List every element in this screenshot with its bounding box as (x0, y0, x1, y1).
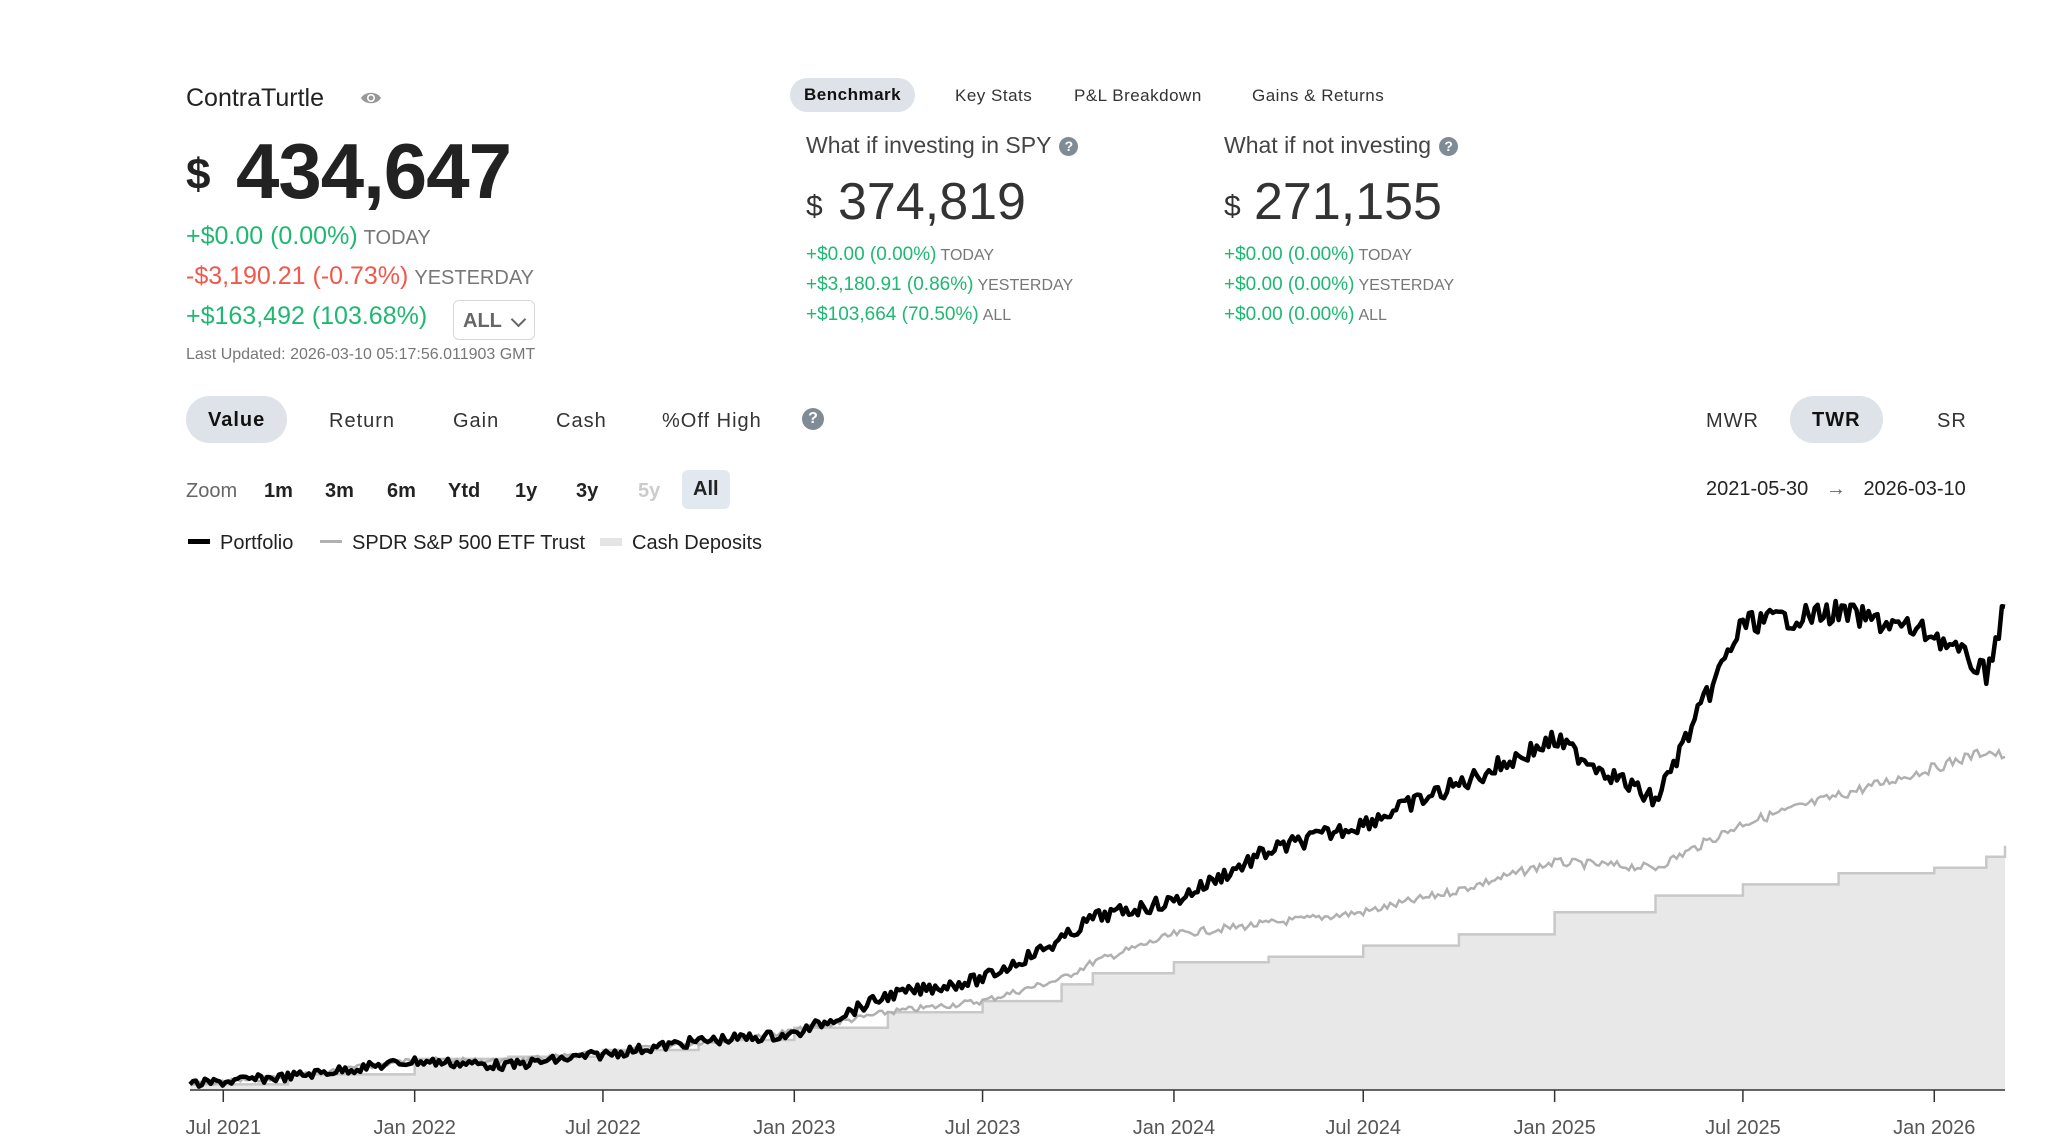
return-tab-sr[interactable]: SR (1937, 410, 1967, 432)
legend-portfolio-swatch (188, 539, 210, 545)
return-tab-mwr[interactable]: MWR (1706, 410, 1759, 432)
spy-card-yesterday: +$3,180.91 (0.86%) YESTERDAY (806, 274, 1073, 296)
not-investing-card-all: +$0.00 (0.00%) ALL (1224, 304, 1387, 326)
spy-card-title-text: What if investing in SPY (806, 132, 1052, 158)
not-investing-card-title-text: What if not investing (1224, 132, 1432, 158)
tab-pl-breakdown[interactable]: P&L Breakdown (1074, 86, 1202, 105)
change-today-period: TODAY (363, 227, 431, 249)
not-investing-card-amount: 271,155 (1254, 173, 1442, 231)
x-tick-label: Jan 2023 (753, 1117, 835, 1139)
arrow-right-icon: → (1825, 478, 1846, 500)
zoom-1y[interactable]: 1y (515, 480, 538, 502)
spy-line (189, 747, 2006, 1087)
not-investing-all-value: +$0.00 (0.00%) (1224, 304, 1355, 325)
change-all-value: +$163,492 (103.68%) (186, 302, 428, 330)
spy-card-title: What if investing in SPY? (806, 132, 1079, 159)
date-range[interactable]: 2021-05-30 → 2026-03-10 (1706, 478, 1966, 501)
legend-spy[interactable]: SPDR S&P 500 ETF Trust (320, 532, 585, 555)
x-tick-label: Jul 2024 (1325, 1117, 1401, 1139)
currency-symbol: $ (186, 150, 211, 199)
legend-spy-swatch (320, 540, 342, 544)
portfolio-total-value: 434,647 (236, 127, 512, 215)
metric-tab-gain[interactable]: Gain (453, 410, 500, 432)
not-investing-all-period: ALL (1358, 307, 1387, 324)
zoom-label: Zoom (186, 480, 238, 502)
legend-cash[interactable]: Cash Deposits (600, 532, 762, 555)
metric-tab-value[interactable]: Value (186, 396, 288, 443)
return-tab-twr[interactable]: TWR (1790, 396, 1883, 443)
spy-card-currency: $ (806, 190, 823, 223)
help-icon[interactable]: ? (802, 408, 824, 430)
cash-deposits-area (190, 845, 2005, 1090)
help-icon[interactable]: ? (1439, 137, 1459, 157)
x-tick-label: Jul 2021 (185, 1117, 261, 1139)
date-range-from[interactable]: 2021-05-30 (1706, 478, 1809, 500)
spy-card-all: +$103,664 (70.50%) ALL (806, 304, 1011, 326)
metric-tab-return[interactable]: Return (329, 410, 396, 432)
portfolio-line (188, 598, 2006, 1089)
eye-icon[interactable] (360, 90, 382, 106)
spy-card-today-period: TODAY (940, 247, 995, 264)
zoom-6m[interactable]: 6m (387, 480, 416, 502)
zoom-3m[interactable]: 3m (325, 480, 354, 502)
legend-cash-swatch (600, 537, 622, 546)
spy-card-yesterday-value: +$3,180.91 (0.86%) (806, 274, 974, 295)
zoom-3y[interactable]: 3y (576, 480, 599, 502)
spy-card-all-value: +$103,664 (70.50%) (806, 304, 979, 325)
x-tick-label: Jan 2026 (1893, 1117, 1975, 1139)
change-today: +$0.00 (0.00%) TODAY (186, 222, 431, 251)
help-icon[interactable]: ? (1059, 137, 1079, 157)
portfolio-name: ContraTurtle (186, 84, 325, 112)
tab-key-stats[interactable]: Key Stats (955, 86, 1033, 105)
metric-tab-off-high[interactable]: %Off High (662, 410, 762, 432)
last-updated: Last Updated: 2026-03-10 05:17:56.011903… (186, 346, 536, 363)
change-yesterday: -$3,190.21 (-0.73%) YESTERDAY (186, 262, 534, 291)
x-tick-label: Jan 2024 (1133, 1117, 1215, 1139)
zoom-all[interactable]: All (682, 470, 730, 509)
x-tick-label: Jan 2025 (1513, 1117, 1595, 1139)
legend-cash-label: Cash Deposits (632, 532, 763, 554)
spy-card-amount: 374,819 (838, 173, 1026, 231)
not-investing-card-currency: $ (1224, 190, 1241, 223)
range-select[interactable]: ALL (453, 300, 535, 340)
not-investing-card-today: +$0.00 (0.00%) TODAY (1224, 244, 1412, 266)
zoom-ytd[interactable]: Ytd (448, 480, 481, 502)
change-all: +$163,492 (103.68%) (186, 302, 427, 331)
range-select-value: ALL (463, 310, 502, 332)
spy-card-today: +$0.00 (0.00%) TODAY (806, 244, 994, 266)
legend-portfolio[interactable]: Portfolio (188, 532, 293, 555)
zoom-1m[interactable]: 1m (264, 480, 293, 502)
not-investing-today-period: TODAY (1358, 247, 1413, 264)
metric-tab-cash[interactable]: Cash (556, 410, 607, 432)
spy-card-all-period: ALL (982, 307, 1012, 324)
zoom-5y: 5y (638, 480, 661, 502)
tab-gains-returns[interactable]: Gains & Returns (1252, 86, 1385, 105)
not-investing-yesterday-period: YESTERDAY (1358, 277, 1455, 294)
legend-portfolio-label: Portfolio (220, 532, 294, 554)
not-investing-yesterday-value: +$0.00 (0.00%) (1224, 274, 1355, 295)
change-yesterday-period: YESTERDAY (414, 267, 535, 289)
change-today-value: +$0.00 (0.00%) (186, 222, 358, 250)
not-investing-card-title: What if not investing? (1224, 132, 1459, 159)
legend-spy-label: SPDR S&P 500 ETF Trust (352, 532, 586, 554)
spy-card-yesterday-period: YESTERDAY (977, 277, 1074, 294)
date-range-to[interactable]: 2026-03-10 (1863, 478, 1966, 500)
x-tick-label: Jul 2022 (565, 1117, 641, 1139)
not-investing-today-value: +$0.00 (0.00%) (1224, 244, 1355, 265)
change-yesterday-value: -$3,190.21 (-0.73%) (186, 262, 409, 290)
x-tick-label: Jul 2025 (1705, 1117, 1781, 1139)
not-investing-card-yesterday: +$0.00 (0.00%) YESTERDAY (1224, 274, 1454, 296)
tab-benchmark[interactable]: Benchmark (790, 78, 916, 112)
x-tick-label: Jan 2022 (374, 1117, 456, 1139)
x-tick-label: Jul 2023 (945, 1117, 1021, 1139)
spy-card-today-value: +$0.00 (0.00%) (806, 244, 937, 265)
